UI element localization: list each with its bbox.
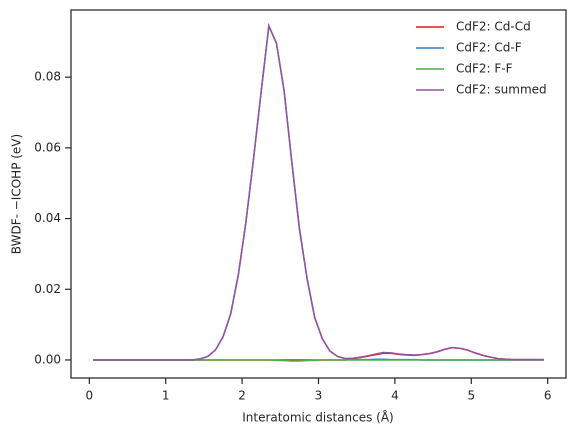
x-tick-label: 6 <box>544 389 552 403</box>
y-tick-label: 0.00 <box>34 352 61 366</box>
legend-label: CdF2: F-F <box>456 62 513 76</box>
y-tick-label: 0.04 <box>34 211 61 225</box>
series-line <box>93 23 544 361</box>
x-axis-label: Interatomic distances (Å) <box>242 410 394 425</box>
x-tick-label: 5 <box>467 389 475 403</box>
y-tick-label: 0.02 <box>34 282 61 296</box>
legend-label: CdF2: Cd-Cd <box>456 20 531 34</box>
x-tick-label: 3 <box>315 389 323 403</box>
legend-label: CdF2: summed <box>456 83 547 97</box>
y-axis-label: BWDF- −ICOHP (eV) <box>10 134 24 254</box>
series-line <box>93 23 544 361</box>
x-tick-label: 4 <box>391 389 399 403</box>
x-tick-label: 0 <box>86 389 94 403</box>
y-tick-label: 0.06 <box>34 140 61 154</box>
x-tick-label: 1 <box>162 389 170 403</box>
x-tick-label: 2 <box>238 389 246 403</box>
y-tick-label: 0.08 <box>34 70 61 84</box>
legend-label: CdF2: Cd-F <box>456 41 522 55</box>
plot-frame <box>70 9 567 379</box>
